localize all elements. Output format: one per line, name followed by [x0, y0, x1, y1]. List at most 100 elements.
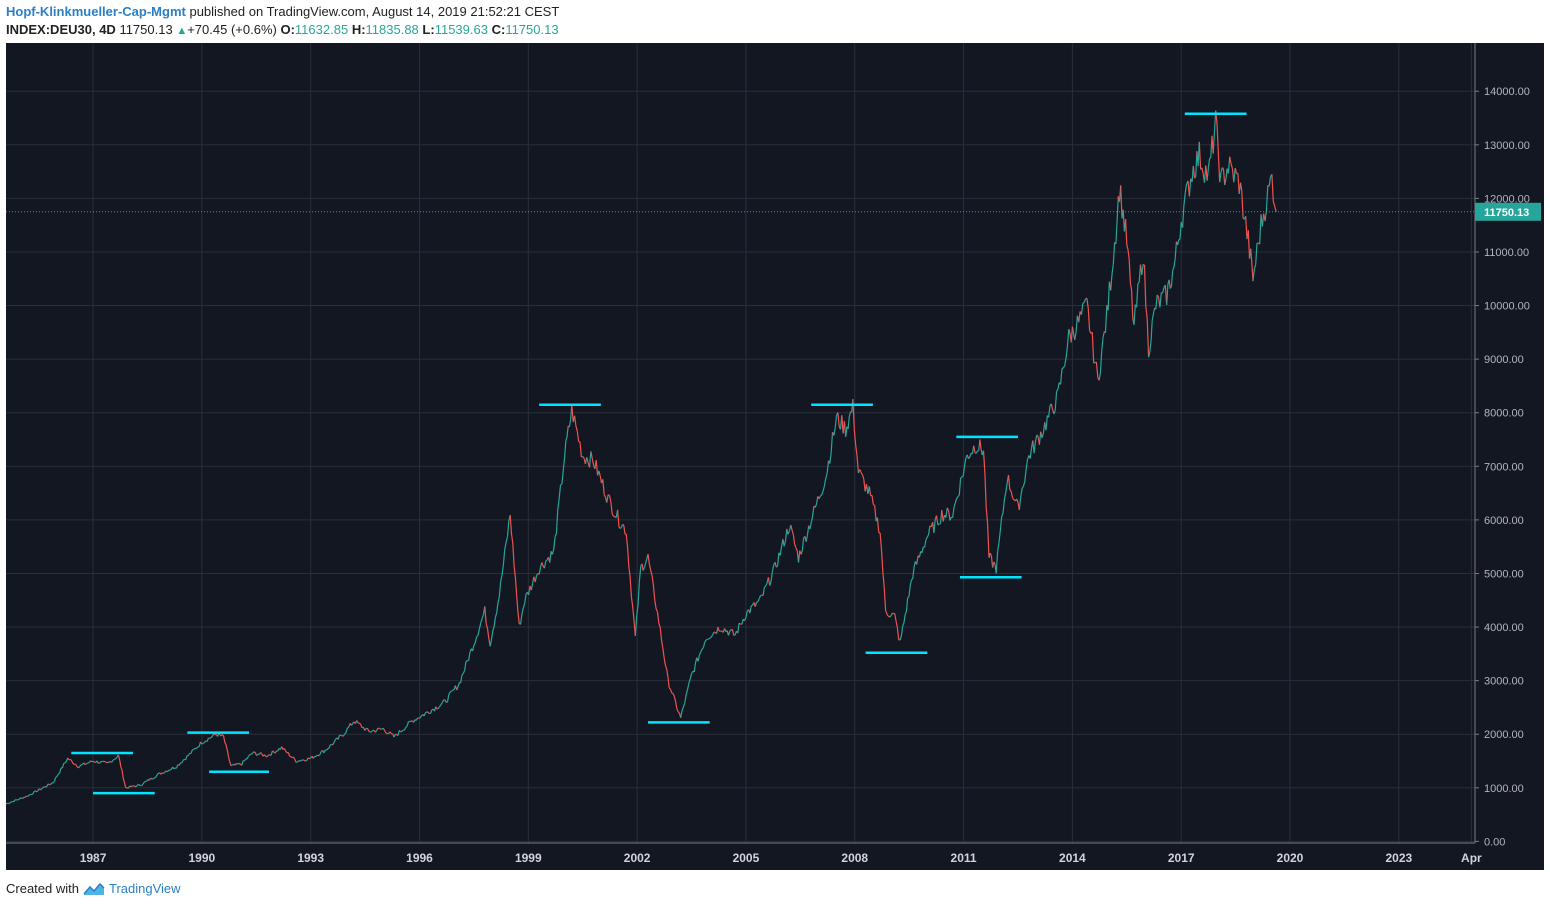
price-candle-segment [427, 711, 430, 714]
price-candle-segment [1001, 513, 1004, 517]
price-candle-segment [1271, 174, 1274, 202]
price-candle-segment [750, 604, 753, 607]
price-candle-segment [1259, 214, 1262, 245]
price-candle-segment [775, 565, 779, 568]
price-candle-segment [1245, 216, 1248, 240]
price-candle-segment [344, 732, 347, 735]
price-candle-segment [900, 626, 904, 637]
y-tick-label: 0.00 [1484, 836, 1505, 848]
price-candle-segment [290, 756, 293, 759]
price-candle-segment [1025, 459, 1029, 470]
price-candle-segment [871, 495, 874, 505]
price-candle-segment [784, 528, 788, 541]
price-candle-segment [86, 762, 89, 765]
price-candle-segment [504, 542, 507, 550]
price-candle-segment [233, 763, 236, 766]
author-link[interactable]: Hopf-Klinkmueller-Cap-Mgmt [6, 4, 186, 19]
last-price-tag [1475, 202, 1541, 221]
price-candle-segment [111, 759, 114, 763]
price-candle-segment [1156, 294, 1159, 298]
price-candle-segment [181, 760, 184, 764]
price-candle-segment [1229, 156, 1232, 164]
price-candle-segment [248, 754, 251, 757]
price-candle-segment [1234, 167, 1238, 174]
price-candle-segment [510, 534, 514, 544]
price-candle-segment [889, 615, 892, 618]
price-candle-segment [53, 777, 57, 782]
price-candle-segment [1207, 158, 1211, 168]
price-candle-segment [999, 516, 1003, 531]
price-candle-segment [648, 564, 652, 571]
price-candle-segment [138, 783, 141, 787]
price-candle-segment [925, 536, 928, 540]
price-candle-segment [1201, 167, 1204, 174]
price-candle-segment [327, 747, 330, 750]
price-candle-segment [1020, 488, 1023, 498]
price-chart[interactable]: 0.00 1000.00 2000.00 3000.00 4000.00 5000.00 6… [6, 43, 1544, 870]
price-candle-segment [990, 555, 994, 568]
price-candle-segment [805, 535, 808, 542]
price-candle-segment [926, 534, 930, 538]
price-candle-segment [958, 478, 962, 496]
price-candle-segment [586, 457, 589, 463]
price-candle-segment [374, 730, 378, 733]
price-candle-segment [656, 611, 660, 624]
price-candle-segment [446, 694, 450, 703]
price-candle-segment [90, 760, 93, 763]
price-candle-segment [1206, 167, 1209, 181]
price-candle-segment [769, 581, 772, 586]
price-candle-segment [486, 628, 490, 640]
price-candle-segment [902, 622, 905, 627]
price-candle-segment [423, 712, 426, 717]
price-candle-segment [403, 727, 407, 731]
price-candle-segment [790, 524, 793, 531]
price-candle-segment [451, 689, 454, 692]
price-candle-segment [660, 639, 664, 648]
price-candle-segment [619, 526, 622, 529]
x-tick-label: 1999 [515, 851, 542, 865]
price-candle-segment [299, 759, 302, 762]
price-candle-segment [610, 501, 613, 514]
price-candle-segment [142, 781, 145, 785]
price-candle-segment [1107, 281, 1110, 311]
price-candle-segment [697, 654, 700, 662]
price-candle-segment [91, 760, 94, 763]
price-candle-segment [809, 522, 812, 530]
price-candle-segment [395, 733, 398, 736]
price-candle-segment [384, 730, 387, 734]
price-candle-segment [545, 559, 548, 562]
price-candle-segment [675, 701, 678, 709]
price-candle-segment [845, 426, 848, 437]
price-candle-segment [164, 770, 167, 773]
price-candle-segment [169, 768, 172, 771]
y-tick-label: 9000.00 [1484, 354, 1524, 366]
price-candle-segment [741, 619, 744, 625]
price-candle-segment [489, 639, 493, 647]
x-tick-label: 1993 [297, 851, 324, 865]
price-candle-segment [1029, 448, 1033, 459]
price-candle-segment [457, 682, 460, 687]
tradingview-brand[interactable]: TradingView [108, 881, 181, 896]
price-candle-segment [474, 636, 478, 643]
price-candle-segment [32, 791, 35, 795]
price-candle-segment [588, 451, 592, 468]
price-candle-segment [1272, 201, 1276, 207]
price-candle-segment [626, 546, 630, 567]
price-candle-segment [520, 613, 523, 625]
price-candle-segment [250, 752, 253, 755]
price-candle-segment [105, 761, 108, 764]
price-candle-segment [1247, 230, 1251, 259]
price-candle-segment [473, 642, 476, 646]
low-value: 11539.63 [434, 22, 488, 37]
price-candle-segment [982, 450, 986, 474]
price-candle-segment [484, 606, 487, 624]
price-candle-segment [825, 473, 828, 479]
price-candle-segment [647, 554, 650, 565]
price-candle-segment [1183, 192, 1186, 206]
price-candle-segment [1219, 171, 1222, 183]
price-candle-segment [528, 585, 531, 595]
price-candle-segment [682, 703, 686, 708]
last-price: 11750.13 [119, 22, 173, 37]
published-text: published on TradingView.com, August 14,… [189, 4, 560, 19]
price-candle-segment [579, 441, 582, 458]
